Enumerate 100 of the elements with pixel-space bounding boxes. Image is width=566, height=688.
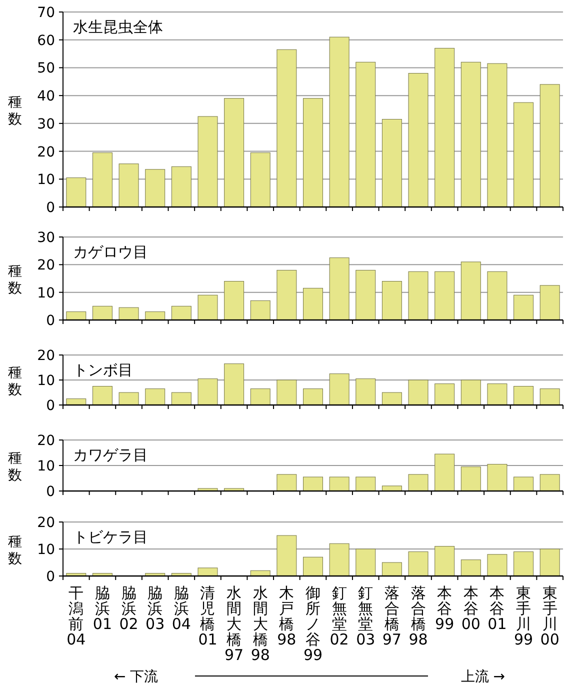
bar bbox=[460, 262, 481, 320]
bar bbox=[171, 166, 192, 208]
bar bbox=[171, 306, 192, 320]
bar bbox=[198, 294, 218, 320]
bar bbox=[224, 364, 244, 406]
bar bbox=[540, 474, 560, 492]
bar bbox=[460, 560, 481, 576]
x-tick-label: 脇浜04 bbox=[172, 584, 191, 633]
bar bbox=[198, 568, 218, 576]
x-tick-label: 脇浜01 bbox=[92, 584, 112, 633]
y-tick-label: 10 bbox=[37, 458, 55, 474]
y-tick-label: 20 bbox=[37, 258, 55, 274]
y-tick-label: 10 bbox=[37, 172, 55, 188]
bar bbox=[434, 48, 455, 208]
bar bbox=[92, 386, 112, 406]
bar bbox=[118, 164, 139, 208]
y-axis-title: 種数 bbox=[8, 450, 22, 484]
y-tick-label: 20 bbox=[37, 433, 55, 449]
bar bbox=[276, 380, 297, 406]
bar bbox=[434, 546, 455, 576]
bar bbox=[487, 464, 508, 492]
y-tick-label: 20 bbox=[37, 515, 55, 531]
bar bbox=[460, 62, 481, 208]
bar bbox=[198, 378, 218, 406]
bar bbox=[540, 84, 560, 208]
bar bbox=[460, 380, 481, 406]
bar bbox=[382, 119, 402, 208]
bar bbox=[250, 152, 270, 208]
x-tick-label: 清児橋01 bbox=[198, 584, 218, 648]
y-tick-label: 50 bbox=[37, 60, 55, 77]
bar bbox=[276, 49, 297, 208]
y-axis-title: 種数 bbox=[8, 264, 22, 296]
bar bbox=[118, 392, 139, 406]
bar bbox=[356, 378, 376, 406]
bar bbox=[92, 306, 112, 320]
x-tick-label: 脇浜03 bbox=[146, 584, 165, 633]
bar bbox=[303, 288, 323, 320]
y-tick-label: 40 bbox=[37, 88, 55, 105]
x-tick-label: 干潟前04 bbox=[66, 584, 86, 648]
chart-title: トビケラ目 bbox=[73, 528, 148, 546]
bar bbox=[224, 98, 244, 208]
bar bbox=[514, 551, 534, 576]
bar bbox=[145, 311, 166, 320]
bar bbox=[434, 454, 455, 492]
bar bbox=[514, 386, 534, 406]
x-tick-label: 釘無堂02 bbox=[330, 584, 349, 648]
y-axis-title: 種数 bbox=[8, 534, 22, 567]
bar bbox=[540, 285, 560, 320]
y-tick-label: 0 bbox=[46, 398, 55, 414]
bar bbox=[382, 486, 402, 492]
bar bbox=[408, 380, 428, 406]
bar bbox=[303, 388, 323, 406]
text: 上流 → bbox=[460, 669, 506, 685]
y-tick-label: 30 bbox=[37, 230, 55, 246]
bar bbox=[92, 152, 112, 208]
y-tick-label: 0 bbox=[46, 569, 55, 585]
bar bbox=[224, 281, 244, 320]
bar bbox=[171, 392, 192, 406]
y-axis-title: 種数 bbox=[8, 365, 22, 398]
x-tick-label: 本谷00 bbox=[461, 584, 480, 633]
bar bbox=[118, 307, 139, 320]
bar bbox=[145, 169, 166, 208]
bar bbox=[434, 271, 455, 320]
bar bbox=[356, 270, 376, 320]
bar bbox=[382, 562, 402, 576]
x-tick-label: 木戸橋98 bbox=[277, 584, 296, 648]
bar bbox=[356, 476, 376, 492]
bar bbox=[487, 554, 508, 576]
chart-title: カワゲラ目 bbox=[73, 446, 148, 464]
bar bbox=[408, 474, 428, 492]
y-tick-label: 0 bbox=[46, 313, 55, 329]
bar bbox=[250, 388, 270, 406]
x-tick-label: 落合橋98 bbox=[408, 584, 428, 648]
y-tick-label: 20 bbox=[37, 144, 55, 160]
chart-title: トンボ目 bbox=[73, 361, 133, 379]
bar bbox=[382, 392, 402, 406]
bar bbox=[408, 271, 428, 320]
bar bbox=[329, 258, 350, 320]
x-tick-label: 釘無堂03 bbox=[356, 584, 376, 648]
x-tick-label: 東手川99 bbox=[514, 584, 534, 648]
y-tick-label: 0 bbox=[46, 200, 55, 216]
bar bbox=[487, 384, 508, 406]
bar bbox=[303, 556, 323, 576]
y-tick-label: 20 bbox=[37, 348, 55, 364]
text: カゲロウ目 bbox=[73, 243, 148, 261]
bar bbox=[356, 62, 376, 208]
x-tick-label: 脇浜02 bbox=[119, 584, 138, 633]
bar bbox=[276, 474, 297, 492]
bar bbox=[145, 388, 166, 406]
bar bbox=[408, 551, 428, 576]
x-tick-label: 御所ノ谷99 bbox=[303, 584, 323, 664]
bar bbox=[329, 543, 350, 576]
x-tick-label: 落合橋97 bbox=[382, 584, 402, 648]
bar bbox=[540, 548, 560, 576]
text: ← 下流 bbox=[114, 669, 158, 685]
y-tick-label: 10 bbox=[37, 542, 55, 558]
bar bbox=[460, 466, 481, 492]
y-tick-label: 60 bbox=[37, 32, 55, 49]
bar bbox=[276, 535, 297, 576]
y-tick-label: 10 bbox=[37, 373, 55, 389]
